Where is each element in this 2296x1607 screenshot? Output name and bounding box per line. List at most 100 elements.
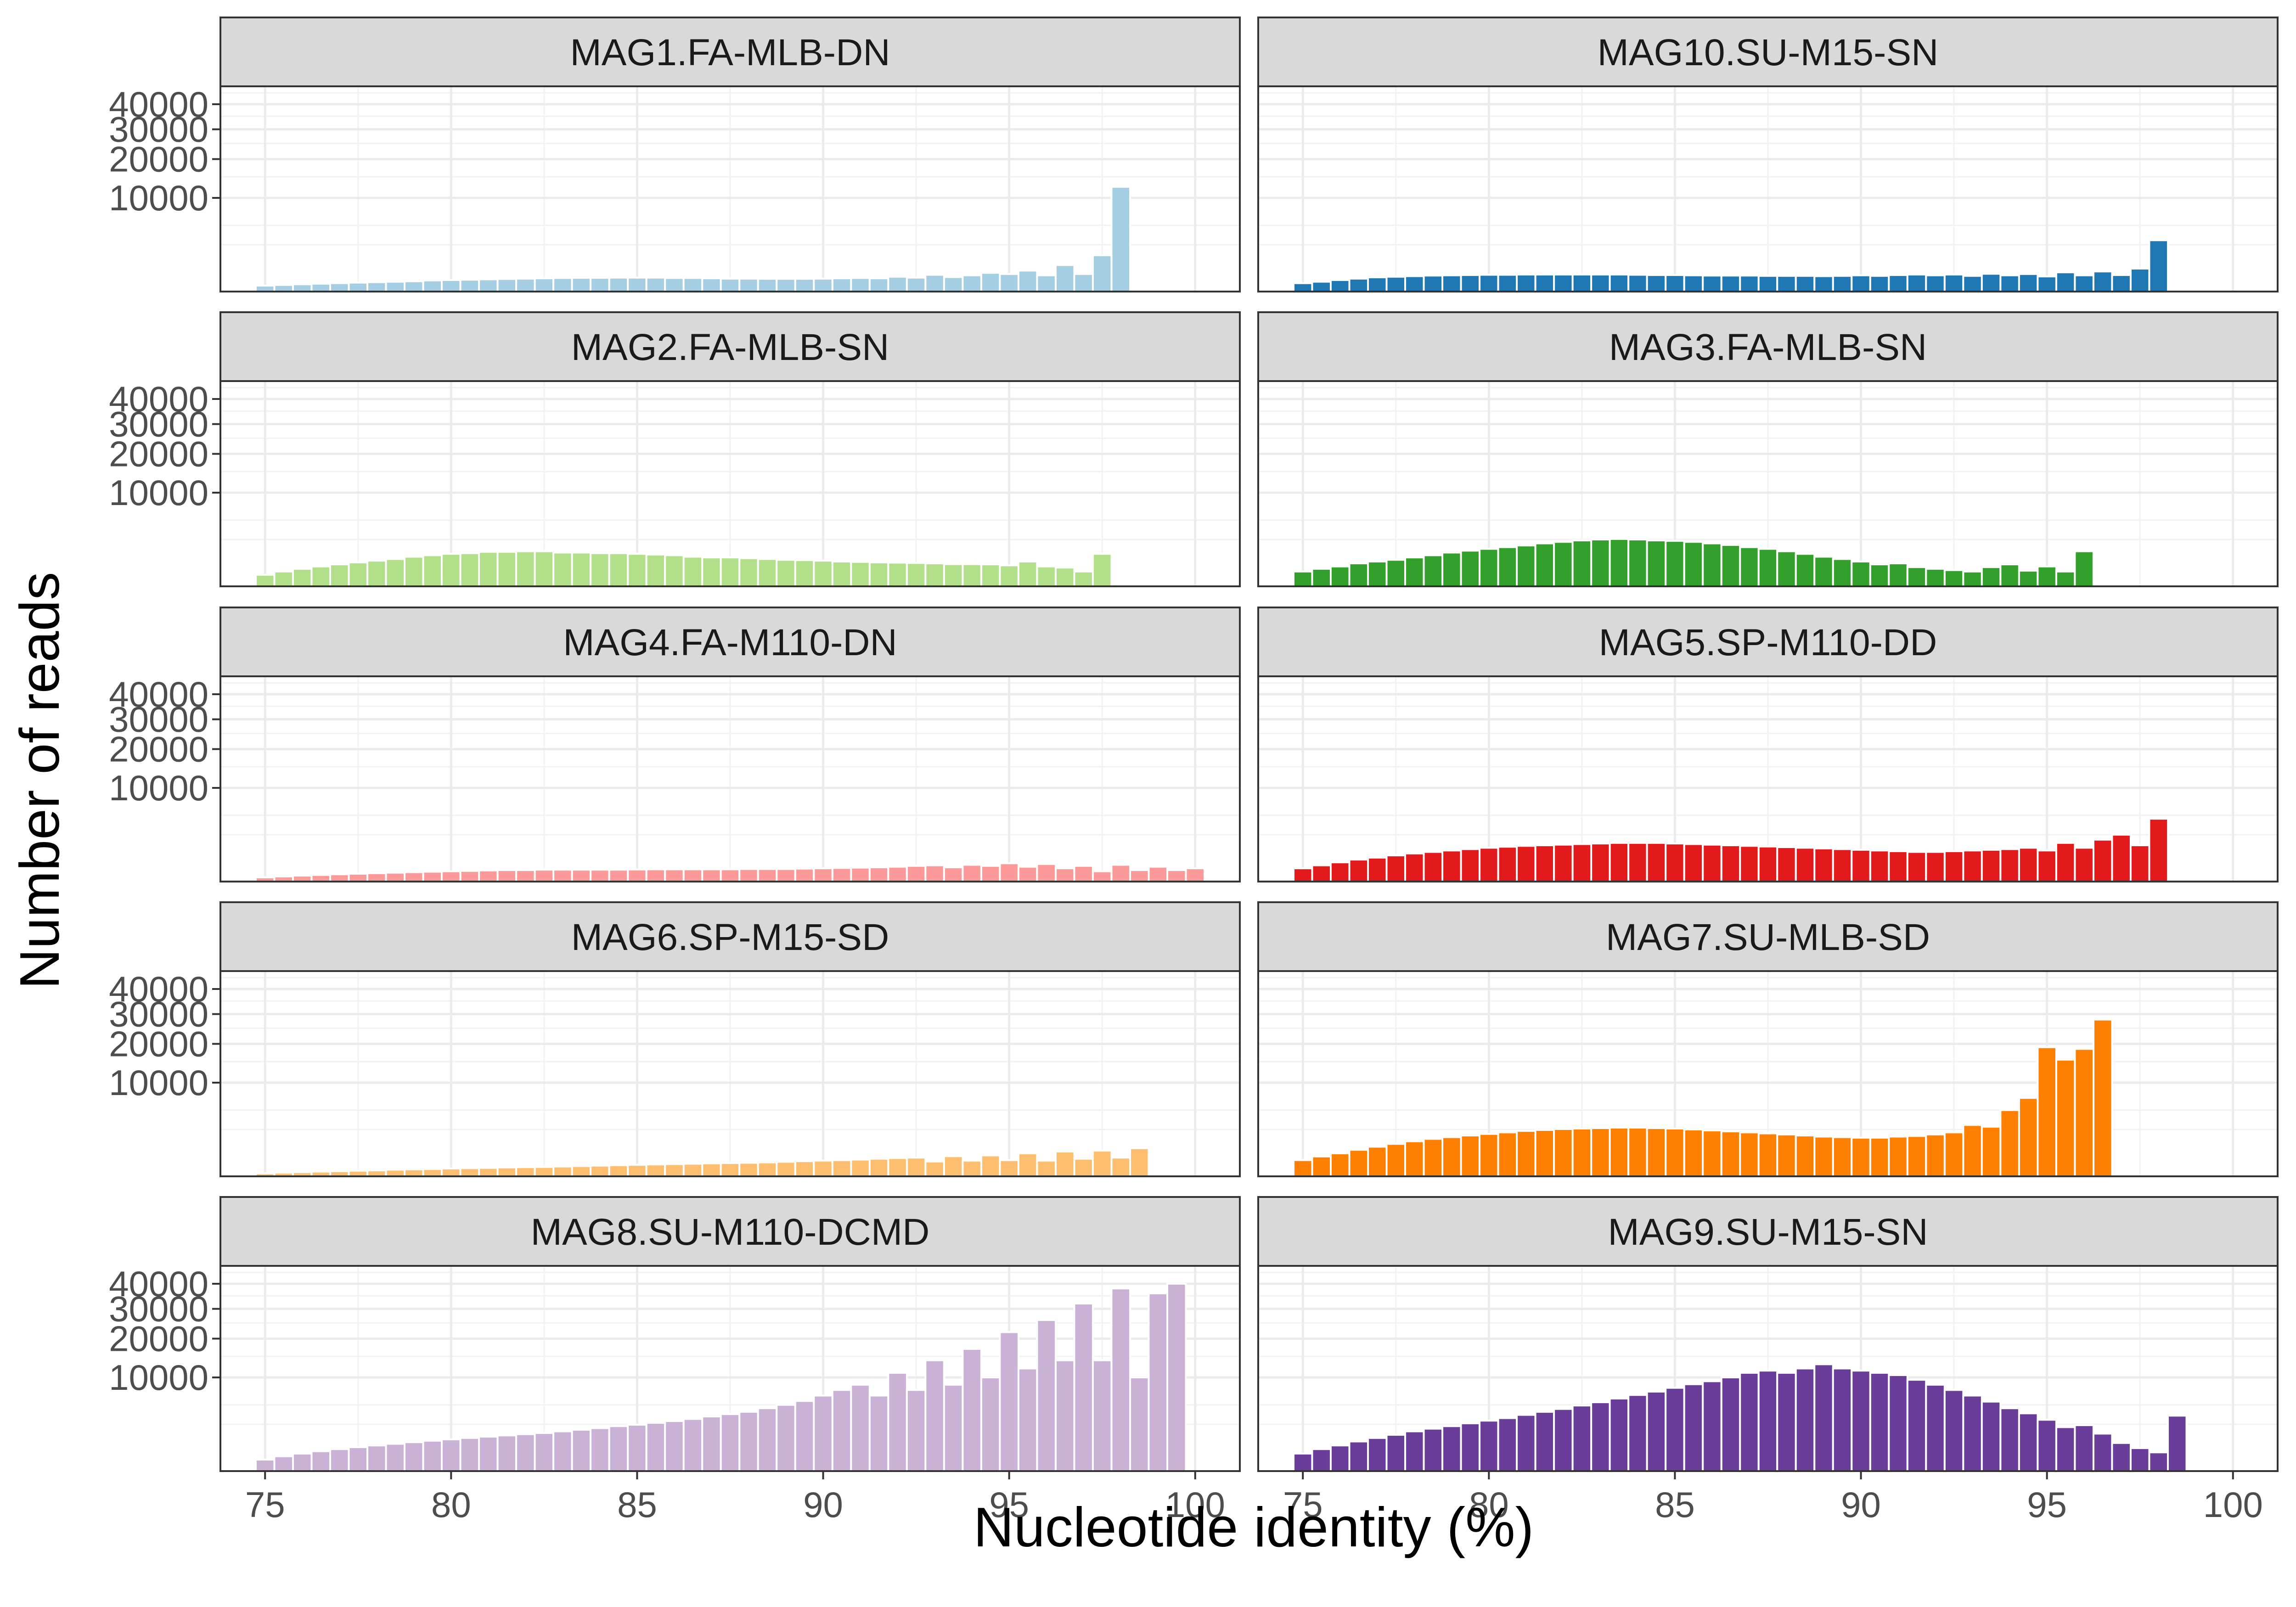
bar <box>1092 870 1113 883</box>
bar <box>478 278 499 293</box>
bar <box>1609 842 1630 883</box>
bar <box>590 869 610 882</box>
bar <box>1404 852 1425 882</box>
bar <box>404 280 424 293</box>
bar <box>664 868 685 883</box>
bar <box>1497 274 1518 293</box>
bar <box>552 869 573 882</box>
bar <box>1348 859 1369 882</box>
y-tick-label: 30000 <box>109 404 208 444</box>
bar <box>943 563 964 588</box>
panel-border <box>1257 675 2279 882</box>
bar <box>831 561 852 588</box>
bar <box>1441 551 1462 587</box>
bar <box>1311 1448 1332 1472</box>
bar <box>1646 842 1667 883</box>
bar <box>962 1159 982 1178</box>
bar <box>1516 1130 1536 1178</box>
bar <box>1385 1143 1407 1177</box>
bar <box>701 868 722 883</box>
x-axes: 75 80 85 90 95 100 75 80 85 90 95 100 <box>245 1471 2263 1525</box>
bar <box>2074 1048 2094 1177</box>
bar <box>571 1165 592 1177</box>
bar <box>868 561 889 587</box>
bar <box>1665 1127 1685 1177</box>
bar <box>1054 867 1075 882</box>
bar <box>906 1389 927 1472</box>
bar <box>1813 847 1834 883</box>
bar <box>720 1162 741 1177</box>
bar <box>1017 865 1038 883</box>
bar <box>1702 275 1722 292</box>
bar <box>1479 274 1499 293</box>
facet-strip-label: MAG8.SU-M110-DCMD <box>531 1211 930 1253</box>
panel-border <box>219 675 1241 882</box>
bar <box>292 1452 313 1472</box>
facet-strip-label: MAG1.FA-MLB-DN <box>570 32 890 73</box>
bar <box>310 1450 332 1472</box>
bar <box>1460 848 1481 883</box>
bar <box>850 866 871 882</box>
bar <box>1092 553 1113 588</box>
x-tick-label: 75 <box>1283 1484 1323 1525</box>
bar <box>682 556 703 587</box>
bar <box>980 865 1001 883</box>
bar <box>1627 1126 1648 1177</box>
bar <box>1571 1405 1593 1472</box>
bar <box>682 277 703 292</box>
bar <box>1479 1133 1499 1178</box>
bar <box>1590 1401 1611 1472</box>
bar <box>682 1163 703 1177</box>
bar <box>1757 845 1778 882</box>
bar <box>1999 1109 2020 1178</box>
bar <box>664 554 685 588</box>
bar <box>2111 833 2132 883</box>
bar <box>1776 1372 1797 1472</box>
bar <box>962 1348 982 1472</box>
y-tick-label: 10000 <box>109 178 208 218</box>
bar <box>627 553 647 588</box>
bar <box>478 869 499 883</box>
bar <box>943 276 964 293</box>
bar <box>496 1434 518 1472</box>
bar <box>1683 541 1704 588</box>
bar <box>1888 850 1908 883</box>
bar <box>701 556 722 587</box>
facet-strip <box>219 311 1241 382</box>
bar <box>2055 1426 2076 1472</box>
bar <box>999 862 1019 883</box>
bar <box>924 562 945 588</box>
bar <box>645 1422 666 1472</box>
bar <box>1702 1380 1722 1472</box>
bar <box>1479 1420 1499 1472</box>
bar <box>534 1432 555 1472</box>
bar <box>1609 538 1630 587</box>
facet-strip-label: MAG9.SU-M15-SN <box>1608 1211 1928 1253</box>
bar <box>1404 556 1425 587</box>
bar <box>1348 1440 1369 1472</box>
bar <box>664 1163 685 1178</box>
bar <box>441 870 461 883</box>
bar <box>1683 1383 1704 1472</box>
x-tick-label: 95 <box>2027 1484 2067 1525</box>
bar <box>1943 273 1964 292</box>
bar <box>1813 1363 1834 1472</box>
bar <box>608 869 629 882</box>
bar <box>738 557 759 587</box>
bar <box>2092 1433 2113 1472</box>
bar <box>1665 274 1685 292</box>
bar <box>441 1438 461 1472</box>
bar <box>868 1157 889 1177</box>
bar <box>627 868 647 883</box>
bar <box>1367 561 1388 588</box>
bar <box>1888 1374 1908 1472</box>
bar <box>1590 843 1611 883</box>
bar <box>887 1372 908 1472</box>
bar <box>1017 270 1038 292</box>
bar <box>1739 275 1760 292</box>
bar <box>1757 548 1778 587</box>
bar <box>1460 1135 1481 1178</box>
bar <box>441 279 461 293</box>
bar <box>1665 1387 1685 1472</box>
